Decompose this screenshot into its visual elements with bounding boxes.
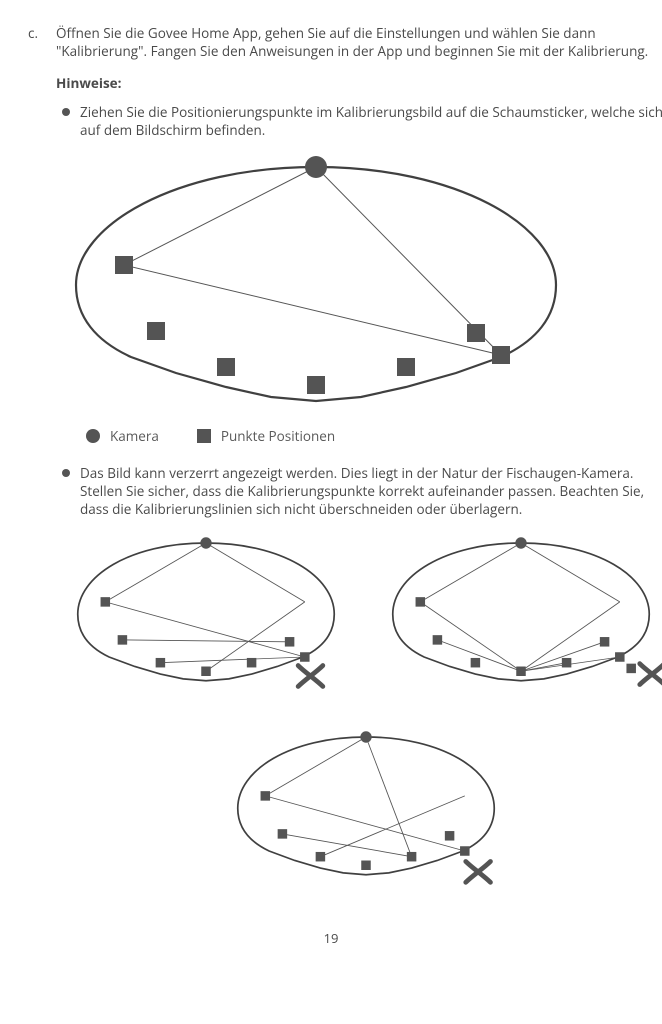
legend-points-label: Punkte Positionen bbox=[221, 427, 335, 445]
wrong-diagram-2 bbox=[366, 524, 662, 714]
step-text: Öffnen Sie die Govee Home App, gehen Sie… bbox=[56, 24, 662, 60]
bullet-2-text: Das Bild kann verzerrt angezeigt werden.… bbox=[80, 464, 662, 519]
legend: Kamera Punkte Positionen bbox=[86, 427, 662, 445]
legend-camera-label: Kamera bbox=[110, 427, 159, 445]
camera-icon bbox=[86, 429, 100, 443]
bullet-1-text: Ziehen Sie die Positionierungspunkte im … bbox=[80, 103, 662, 139]
point-icon bbox=[197, 429, 211, 443]
hint-heading: Hinweise: bbox=[56, 74, 662, 92]
bullet-dot-icon bbox=[62, 469, 70, 477]
step-body: Öffnen Sie die Govee Home App, gehen Sie… bbox=[56, 24, 662, 908]
step-c: c. Öffnen Sie die Govee Home App, gehen … bbox=[28, 24, 634, 908]
page-number: 19 bbox=[28, 930, 634, 948]
wrong-examples-row bbox=[56, 524, 662, 714]
main-diagram bbox=[56, 145, 662, 419]
bullet-dot-icon bbox=[62, 108, 70, 116]
wrong-examples-row-2 bbox=[56, 718, 662, 908]
wrong-diagram-1 bbox=[56, 524, 356, 714]
step-letter: c. bbox=[28, 24, 46, 908]
bullet-2: Das Bild kann verzerrt angezeigt werden.… bbox=[62, 464, 662, 519]
wrong-diagram-3 bbox=[216, 718, 516, 908]
calibration-diagram-main bbox=[56, 145, 576, 415]
bullet-1: Ziehen Sie die Positionierungspunkte im … bbox=[62, 103, 662, 139]
